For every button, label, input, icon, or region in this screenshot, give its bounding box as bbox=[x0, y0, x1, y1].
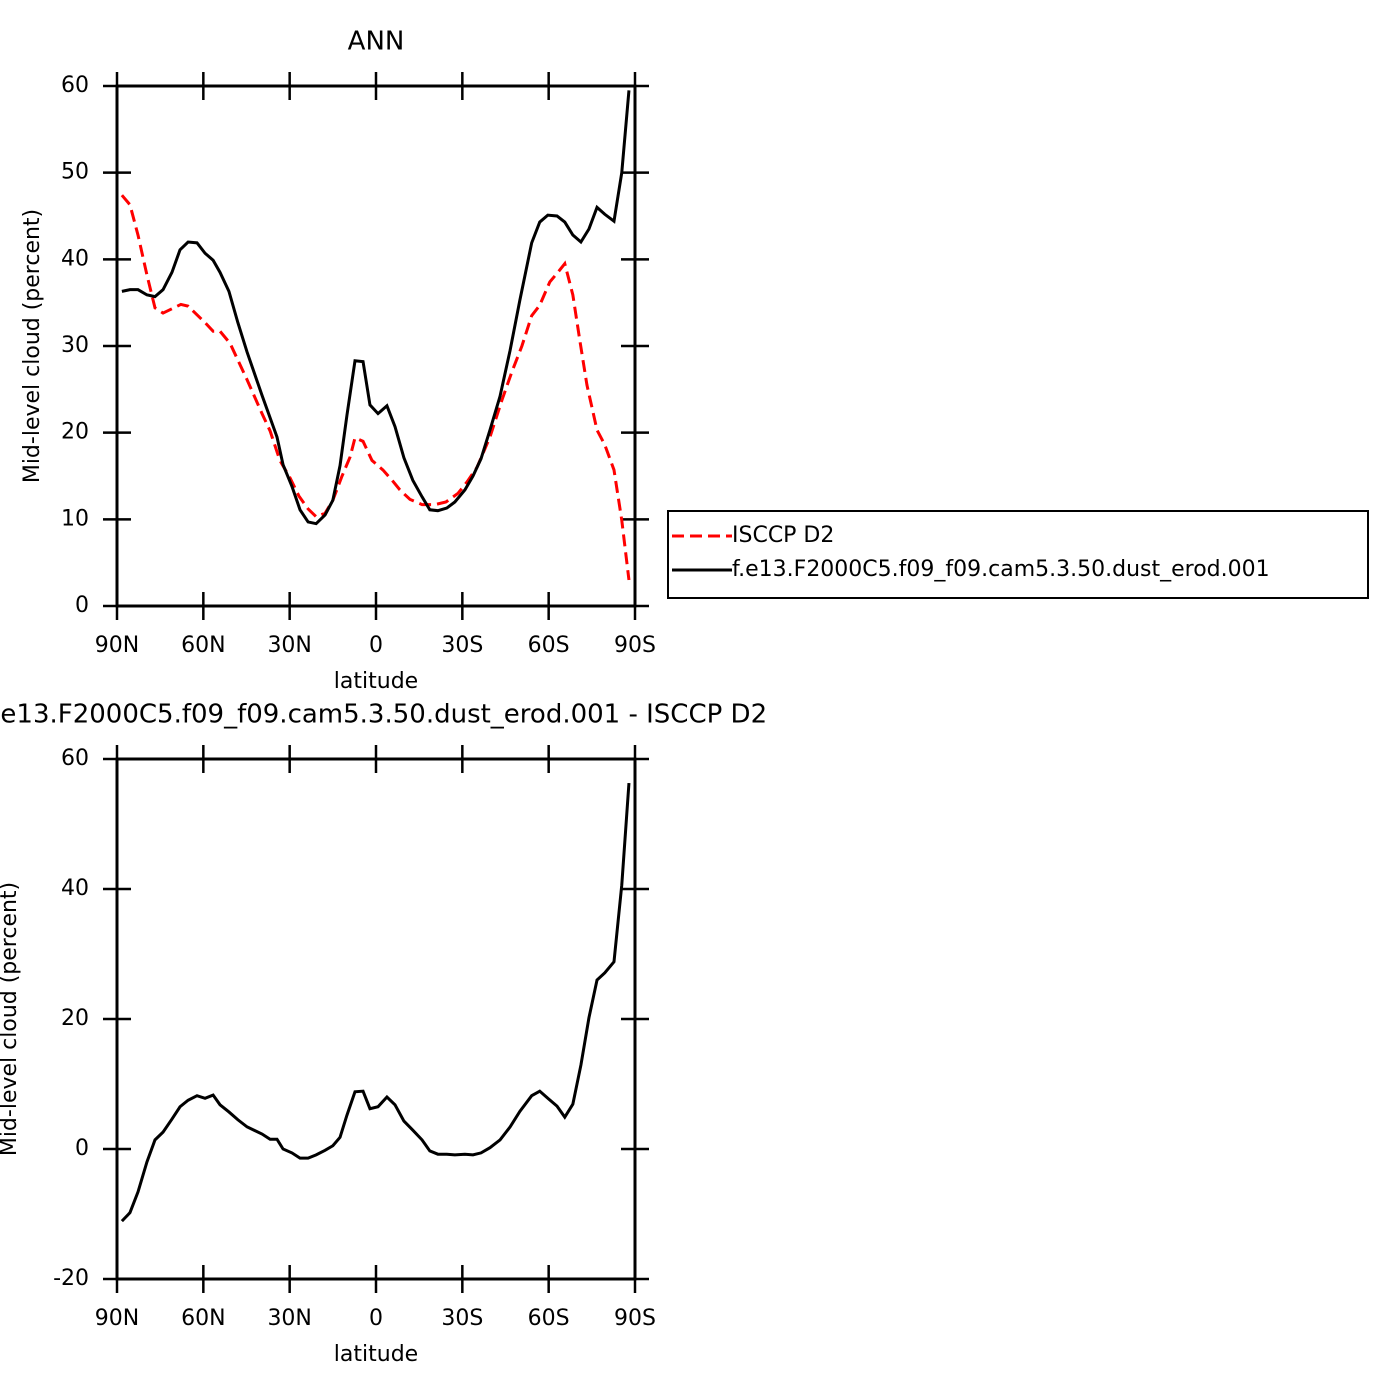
x-tick-label: 30N bbox=[267, 1306, 311, 1331]
y-tick-label: 0 bbox=[75, 1136, 89, 1161]
y-axis-label: Mid-level cloud (percent) bbox=[0, 882, 22, 1156]
x-tick-label: 90N bbox=[95, 1306, 139, 1331]
x-tick-label: 90S bbox=[614, 633, 656, 658]
chart-title: f.e13.F2000C5.f09_f09.cam5.3.50.dust_ero… bbox=[0, 700, 767, 730]
y-tick-label: 60 bbox=[61, 746, 89, 771]
x-tick-label: 0 bbox=[369, 1306, 383, 1331]
x-tick-label: 60S bbox=[528, 633, 570, 658]
y-tick-label: 40 bbox=[61, 246, 89, 271]
plot-frame bbox=[115, 84, 637, 608]
x-tick-label: 0 bbox=[369, 633, 383, 658]
y-tick-label: 20 bbox=[61, 1006, 89, 1031]
legend-label: f.e13.F2000C5.f09_f09.cam5.3.50.dust_ero… bbox=[732, 557, 1270, 582]
series-line bbox=[120, 782, 631, 1223]
x-tick-label: 90N bbox=[95, 633, 139, 658]
y-tick-label: 60 bbox=[61, 73, 89, 98]
x-tick-label: 60N bbox=[181, 1306, 225, 1331]
x-tick-label: 30S bbox=[441, 1306, 483, 1331]
plot-frame bbox=[115, 757, 637, 1281]
x-axis-label: latitude bbox=[334, 1342, 418, 1367]
series-line bbox=[121, 90, 631, 526]
legend-box bbox=[667, 510, 1369, 599]
y-tick-label: 20 bbox=[61, 420, 89, 445]
y-axis-label: Mid-level cloud (percent) bbox=[20, 209, 45, 483]
y-tick-label: 30 bbox=[61, 333, 89, 358]
x-tick-label: 60N bbox=[181, 633, 225, 658]
x-tick-label: 90S bbox=[614, 1306, 656, 1331]
series-line bbox=[120, 194, 631, 581]
legend-label: ISCCP D2 bbox=[732, 523, 834, 548]
x-tick-label: 30N bbox=[267, 633, 311, 658]
y-tick-label: 0 bbox=[75, 593, 89, 618]
y-tick-label: 40 bbox=[61, 876, 89, 901]
y-tick-label: 10 bbox=[61, 506, 89, 531]
y-tick-label: 50 bbox=[61, 160, 89, 185]
x-tick-label: 60S bbox=[528, 1306, 570, 1331]
y-tick-label: -20 bbox=[53, 1266, 89, 1291]
x-axis-label: latitude bbox=[334, 669, 418, 694]
x-tick-label: 30S bbox=[441, 633, 483, 658]
chart-title: ANN bbox=[348, 27, 405, 57]
